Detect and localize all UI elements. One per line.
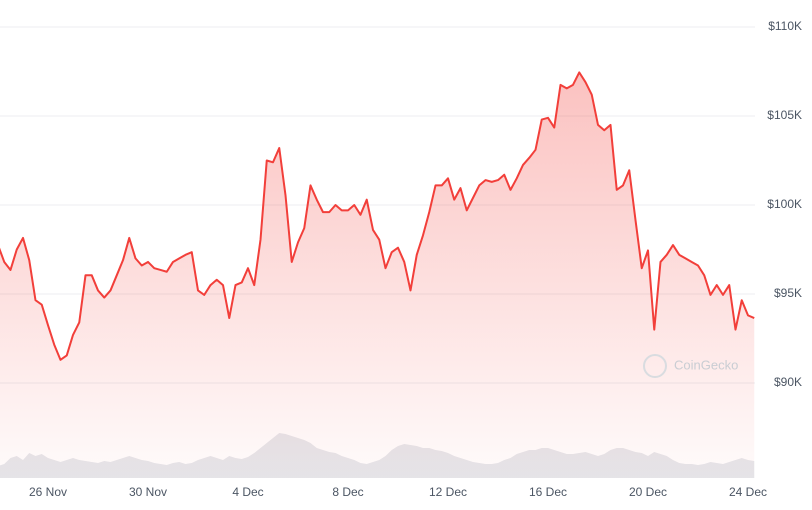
x-tick-label: 12 Dec — [429, 485, 467, 499]
y-tick-label: $105K — [767, 108, 802, 122]
x-tick-label: 8 Dec — [332, 485, 363, 499]
price-area — [0, 72, 755, 478]
x-tick-label: 24 Dec — [729, 485, 767, 499]
x-tick-label: 20 Dec — [629, 485, 667, 499]
x-tick-label: 4 Dec — [232, 485, 263, 499]
y-tick-label: $110K — [768, 19, 802, 33]
y-tick-label: $90K — [774, 375, 802, 389]
x-tick-label: 16 Dec — [529, 485, 567, 499]
watermark: CoinGecko — [643, 354, 738, 378]
y-tick-label: $95K — [774, 286, 802, 300]
x-tick-label: 26 Nov — [29, 485, 67, 499]
price-line — [0, 71, 755, 361]
watermark-text: CoinGecko — [674, 357, 738, 372]
x-tick-label: 30 Nov — [129, 485, 167, 499]
y-tick-label: $100K — [767, 197, 802, 211]
watermark-logo — [643, 354, 667, 378]
